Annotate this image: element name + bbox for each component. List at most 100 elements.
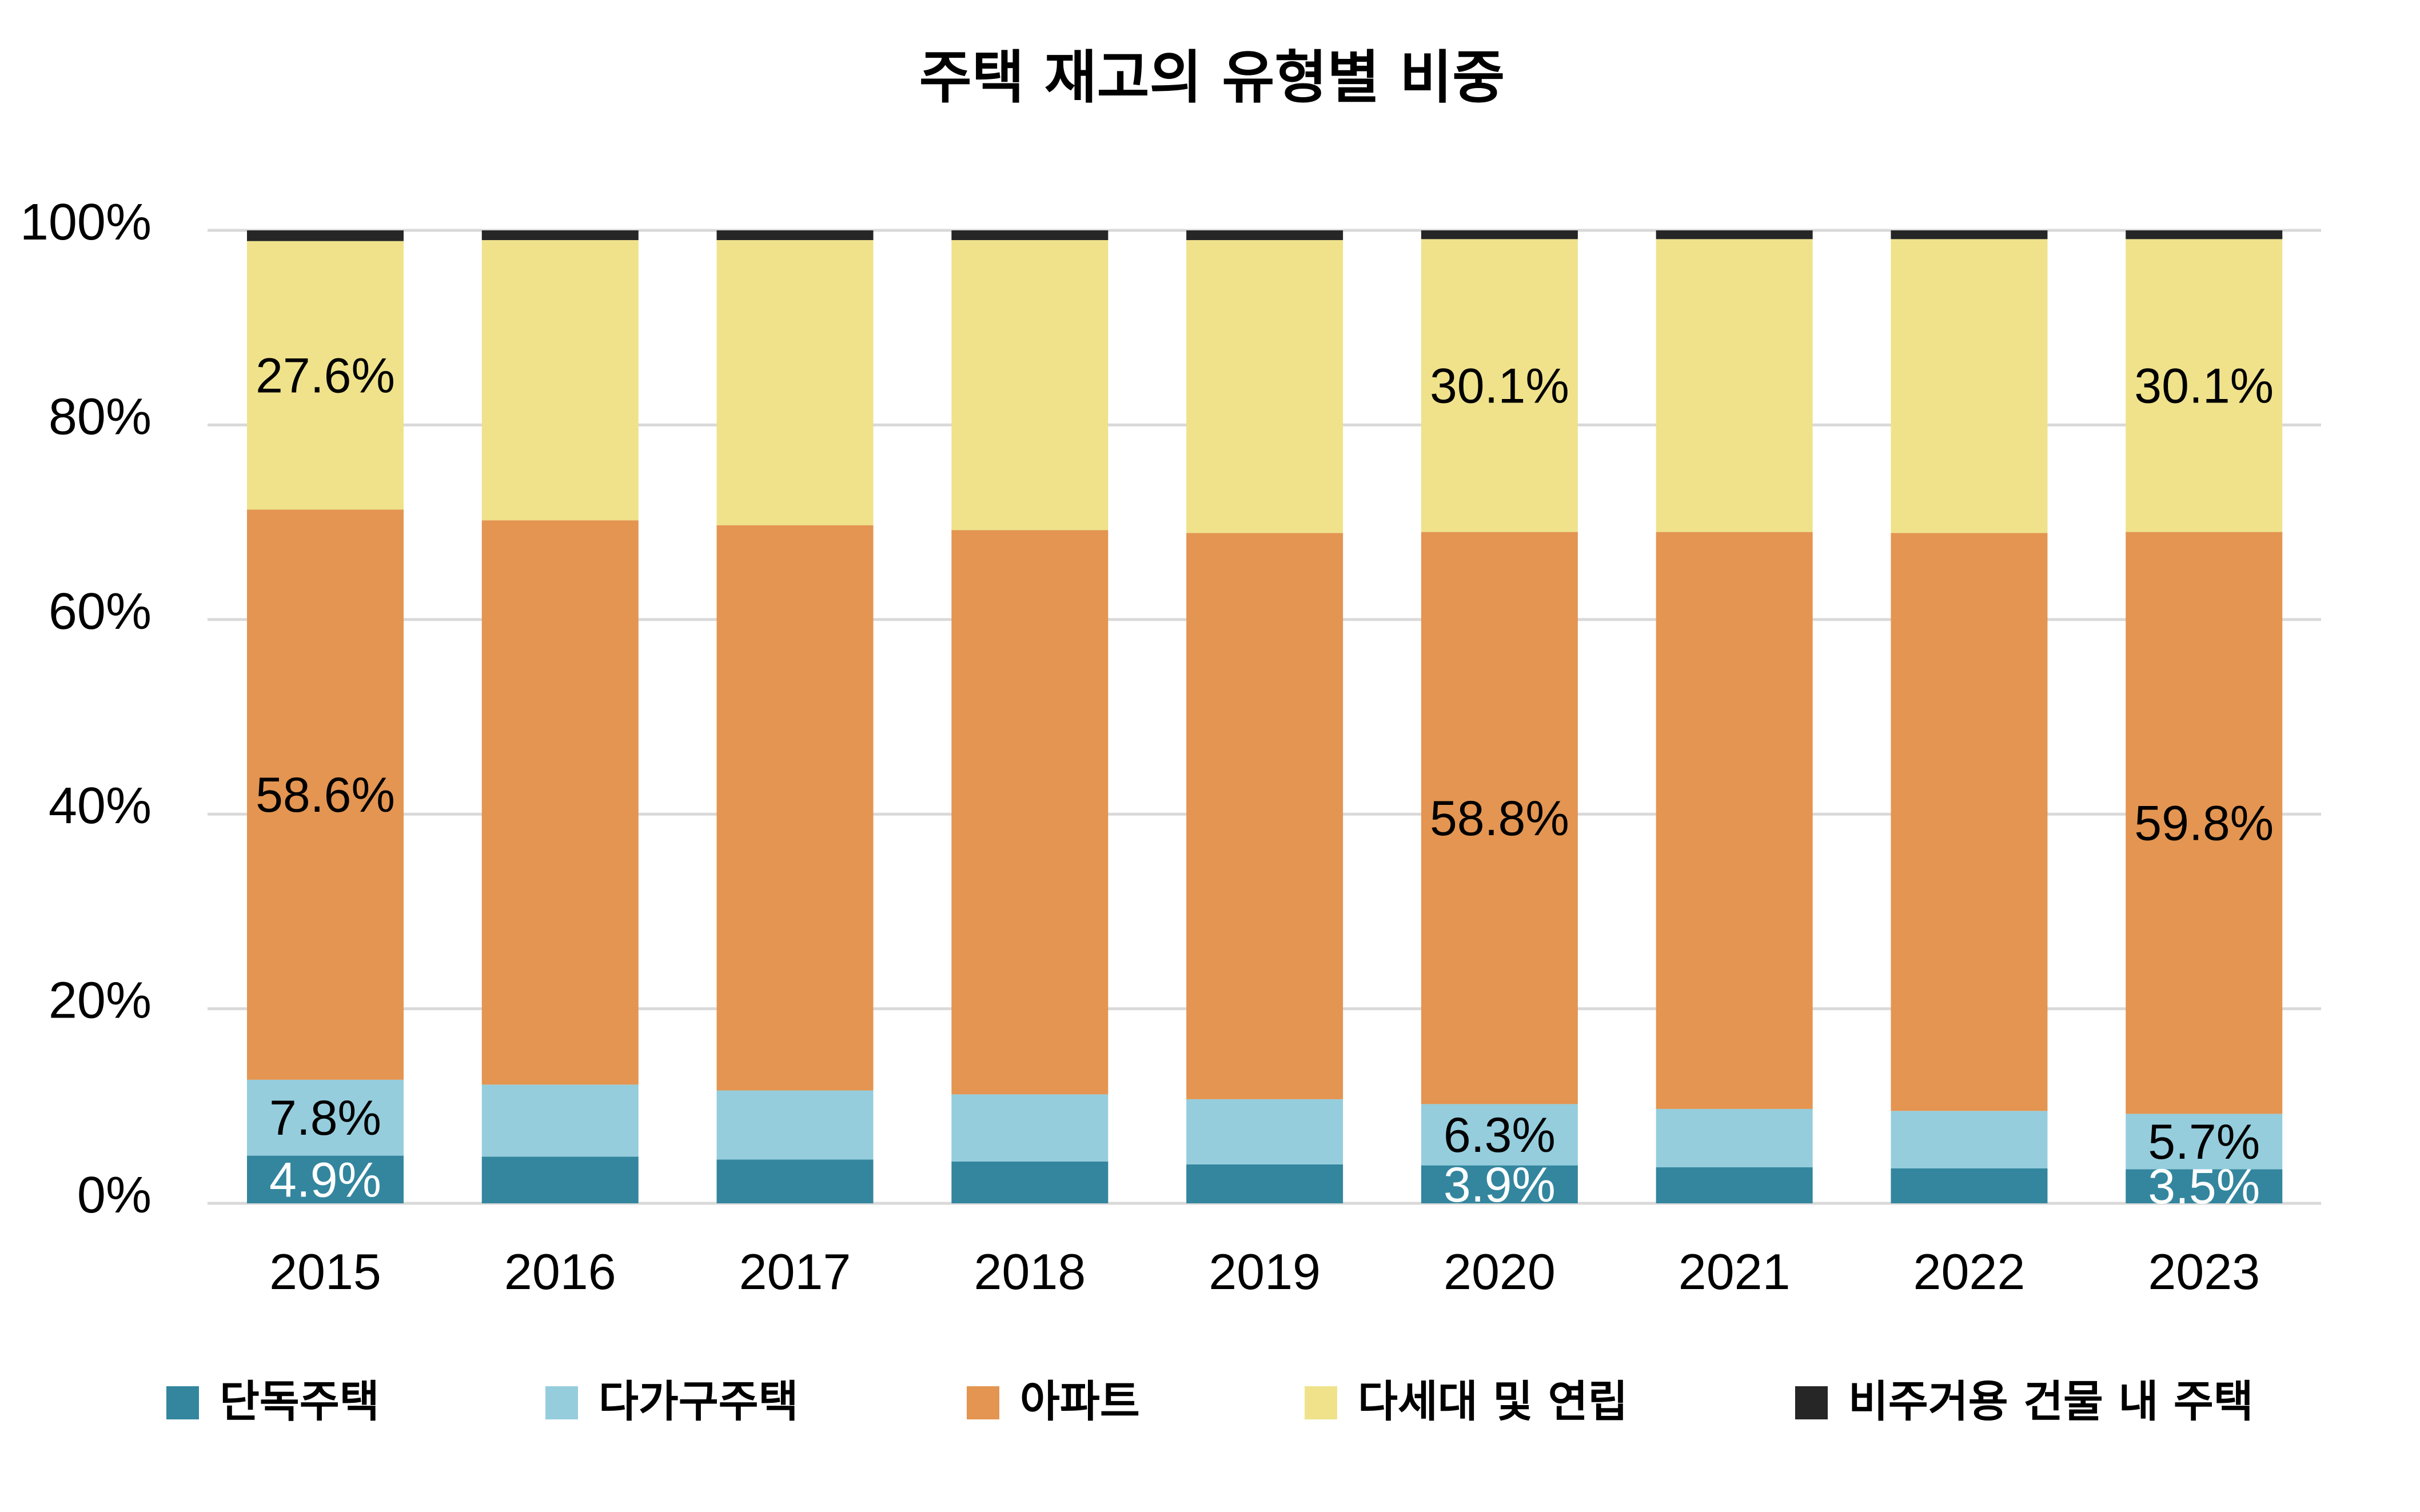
y-tick-label: 60% [49, 583, 152, 640]
data-label: 30.1% [2134, 358, 2274, 413]
bar-stack-2017 [716, 230, 874, 1203]
data-label: 58.6% [256, 768, 395, 823]
bar-segment [951, 1161, 1109, 1203]
bar-segment [716, 230, 874, 241]
bar-segment [2126, 1114, 2283, 1170]
bar-stack-2016 [481, 230, 639, 1203]
legend-item: 다가구주택 [545, 1376, 799, 1427]
legend-item: 아파트 [967, 1376, 1140, 1427]
bar-segment [1186, 533, 1343, 1099]
data-label: 3.9% [1444, 1158, 1556, 1212]
bar-segment [1891, 1111, 2048, 1168]
bar-segment [1891, 230, 2048, 240]
data-label: 3.5% [2148, 1159, 2260, 1214]
legend: 단독주택 다가구주택 아파트 다세대 및 연립 비주거용 건물 내 주택 [166, 1376, 2254, 1427]
legend-item: 비주거용 건물 내 주택 [1795, 1376, 2254, 1427]
bar-segment [1186, 230, 1343, 241]
y-tick-label: 100% [20, 194, 152, 251]
bar-segment [951, 530, 1109, 1095]
legend-swatch [1795, 1386, 1828, 1419]
y-axis-tick-labels: 0% 20% 40% 60% 80% 100% [20, 194, 152, 1224]
bar-segment [951, 1094, 1109, 1162]
y-tick-label: 80% [49, 388, 152, 445]
data-label: 58.8% [1430, 791, 1569, 846]
bar-segment [2126, 1169, 2283, 1203]
bar-stack-2023 [2126, 230, 2283, 1203]
legend-label: 단독주택 [220, 1376, 380, 1427]
bar-segment [716, 1159, 874, 1203]
legend-label: 아파트 [1020, 1376, 1140, 1427]
y-tick-label: 0% [77, 1167, 152, 1224]
bar-stack-2019 [1186, 230, 1343, 1203]
bar-stack-2015 [247, 230, 404, 1203]
x-tick-label: 2018 [974, 1243, 1086, 1300]
chart-title: 주택 재고의 유형별 비중 [919, 44, 1505, 111]
bar-segment [247, 509, 404, 1080]
x-tick-label: 2015 [269, 1243, 381, 1300]
data-labels: 4.9% 7.8% 58.6% 27.6% 3.9%6.3% 58.8% 30.1% 3.5%… [256, 349, 2274, 1215]
data-label: 59.8% [2134, 796, 2274, 851]
bar-segment [1656, 1108, 1813, 1168]
bar-segment [1891, 239, 2048, 533]
bar-segment [951, 240, 1109, 530]
bar-segment [1656, 1167, 1813, 1203]
x-tick-label: 2016 [504, 1243, 616, 1300]
legend-label: 다세대 및 연립 [1358, 1376, 1628, 1427]
bar-segment [1421, 1104, 1578, 1166]
x-tick-label: 2022 [1913, 1243, 2026, 1300]
bar-segment [1421, 1165, 1578, 1203]
legend-swatch [545, 1386, 578, 1419]
bar-segment [247, 230, 404, 241]
bar-segment [481, 520, 639, 1085]
x-axis-tick-labels: 2015 2016 2017 2018 2019 2020 2021 2022 2023 [269, 1243, 2260, 1300]
legend-label: 다가구주택 [599, 1376, 799, 1427]
bar-segment [1891, 1168, 2048, 1203]
bars [247, 230, 2283, 1203]
bar-segment [1186, 1099, 1343, 1164]
legend-item: 다세대 및 연립 [1305, 1376, 1628, 1427]
data-label: 7.8% [269, 1091, 381, 1146]
bar-segment [1421, 239, 1578, 532]
bar-segment [716, 525, 874, 1091]
bar-stack-2021 [1656, 230, 1813, 1203]
legend-label: 비주거용 건물 내 주택 [1848, 1376, 2254, 1427]
legend-swatch [967, 1386, 999, 1419]
bar-stack-2018 [951, 230, 1109, 1203]
bar-segment [247, 1155, 404, 1203]
bar-segment [716, 1090, 874, 1160]
bar-segment [1186, 240, 1343, 533]
bar-segment [2126, 532, 2283, 1114]
data-label: 27.6% [256, 349, 395, 404]
x-tick-label: 2023 [2148, 1243, 2260, 1300]
legend-item: 단독주택 [166, 1376, 380, 1427]
bar-segment [481, 240, 639, 521]
bar-segment [481, 1156, 639, 1203]
bar-segment [481, 1084, 639, 1157]
data-label: 6.3% [1444, 1108, 1556, 1163]
bar-stack-2022 [1891, 230, 2048, 1203]
x-tick-label: 2019 [1209, 1243, 1321, 1300]
bar-stack-2020 [1421, 230, 1578, 1203]
y-tick-label: 20% [49, 972, 152, 1030]
data-label: 30.1% [1430, 358, 1569, 413]
x-tick-label: 2021 [1679, 1243, 1791, 1300]
x-tick-label: 2020 [1444, 1243, 1556, 1300]
data-label: 4.9% [269, 1152, 381, 1207]
bar-segment [1656, 230, 1813, 240]
bar-segment [951, 230, 1109, 241]
bar-segment [247, 1079, 404, 1156]
bar-segment [1186, 1164, 1343, 1203]
bar-segment [1421, 230, 1578, 240]
bar-segment [2126, 239, 2283, 532]
y-tick-label: 40% [49, 777, 152, 835]
bar-segment [1891, 533, 2048, 1111]
bar-segment [1656, 239, 1813, 532]
data-label: 5.7% [2148, 1115, 2260, 1170]
bar-segment [1656, 532, 1813, 1109]
bar-segment [1421, 532, 1578, 1104]
bar-segment [247, 241, 404, 510]
bar-segment [716, 240, 874, 525]
bar-segment [2126, 230, 2283, 240]
legend-swatch [1305, 1386, 1337, 1419]
